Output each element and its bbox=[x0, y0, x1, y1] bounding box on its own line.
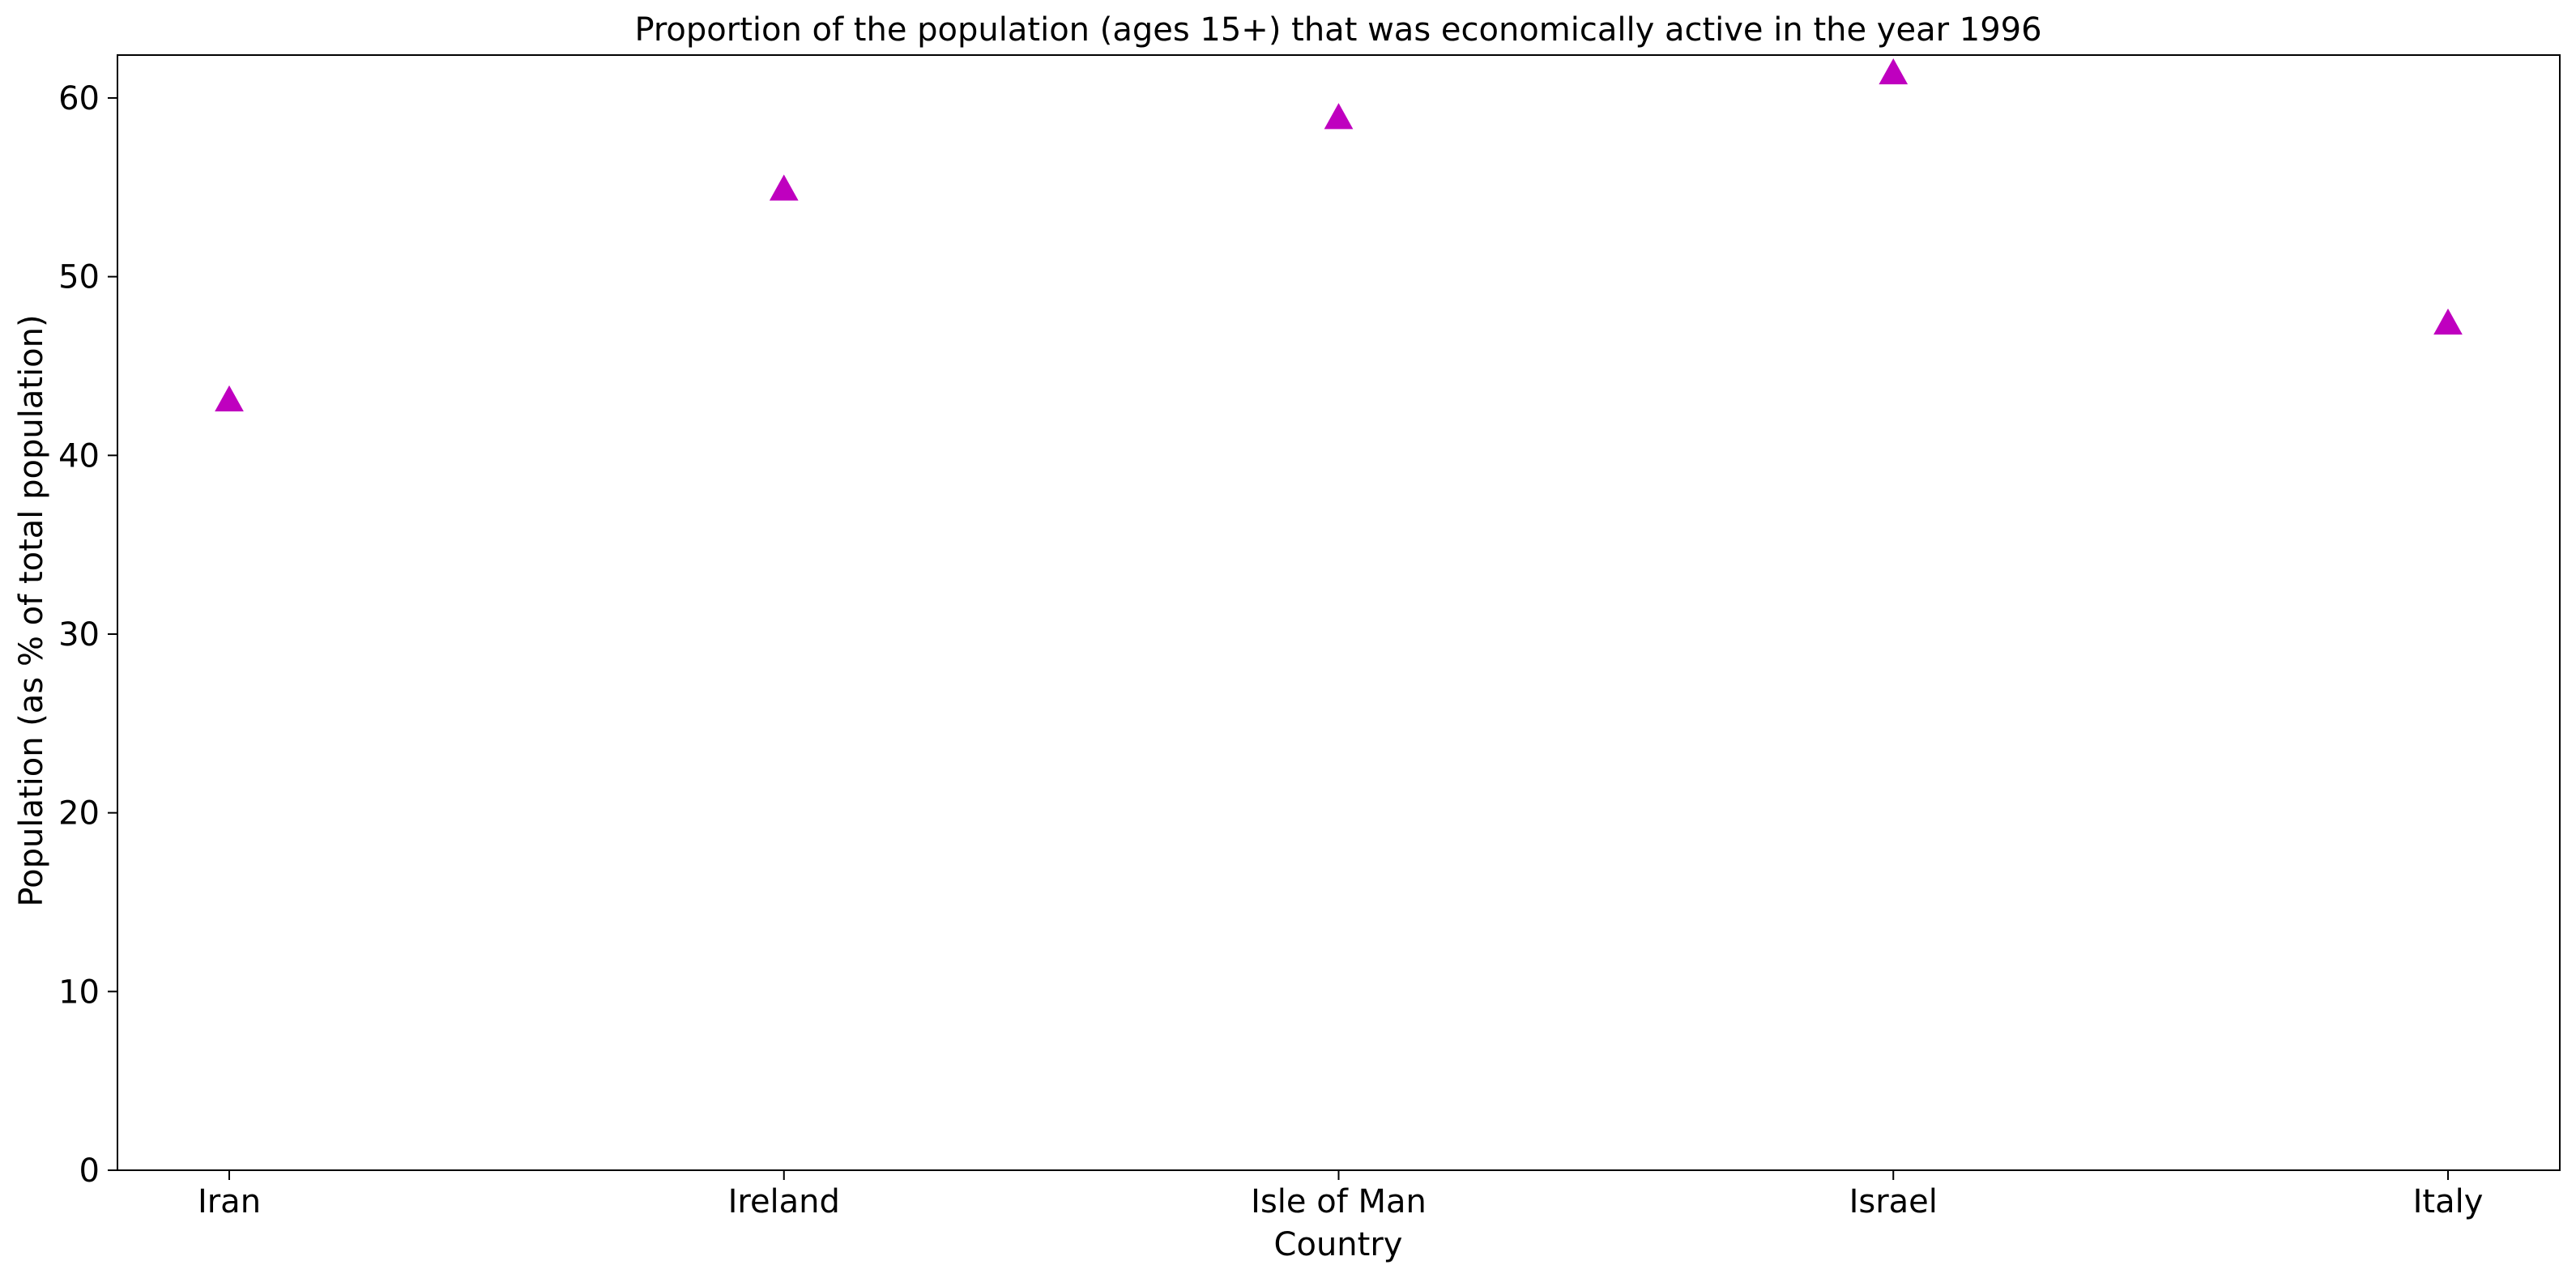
data-markers bbox=[215, 58, 2463, 411]
x-tick-label: Iran bbox=[198, 1183, 261, 1220]
y-tick-label: 10 bbox=[58, 973, 100, 1011]
plot-area bbox=[117, 54, 2561, 1171]
x-tick-label: Italy bbox=[2413, 1183, 2484, 1220]
x-axis: Iran Ireland Isle of Man Israel Italy bbox=[198, 1170, 2483, 1220]
y-tick-label: 40 bbox=[58, 437, 100, 475]
data-point-marker bbox=[1879, 58, 1909, 85]
y-tick-label: 60 bbox=[58, 80, 100, 117]
y-axis-label: Population (as % of total population) bbox=[13, 314, 50, 906]
x-tick-label: Ireland bbox=[728, 1183, 840, 1220]
chart-title: Proportion of the population (ages 15+) … bbox=[634, 11, 2041, 49]
data-point-marker bbox=[2433, 308, 2463, 335]
x-axis-label: Country bbox=[1274, 1226, 1403, 1263]
data-point-marker bbox=[1324, 103, 1354, 130]
y-tick-label: 20 bbox=[58, 795, 100, 833]
x-tick-label: Israel bbox=[1849, 1183, 1938, 1220]
data-point-marker bbox=[769, 174, 799, 201]
data-point-marker bbox=[215, 385, 244, 411]
y-axis: 0 10 20 30 40 50 60 bbox=[58, 80, 117, 1190]
y-tick-label: 30 bbox=[58, 616, 100, 654]
y-tick-label: 0 bbox=[79, 1152, 100, 1190]
x-tick-label: Isle of Man bbox=[1251, 1183, 1427, 1220]
plot-frame bbox=[117, 54, 2561, 1171]
y-tick-label: 50 bbox=[58, 259, 100, 296]
